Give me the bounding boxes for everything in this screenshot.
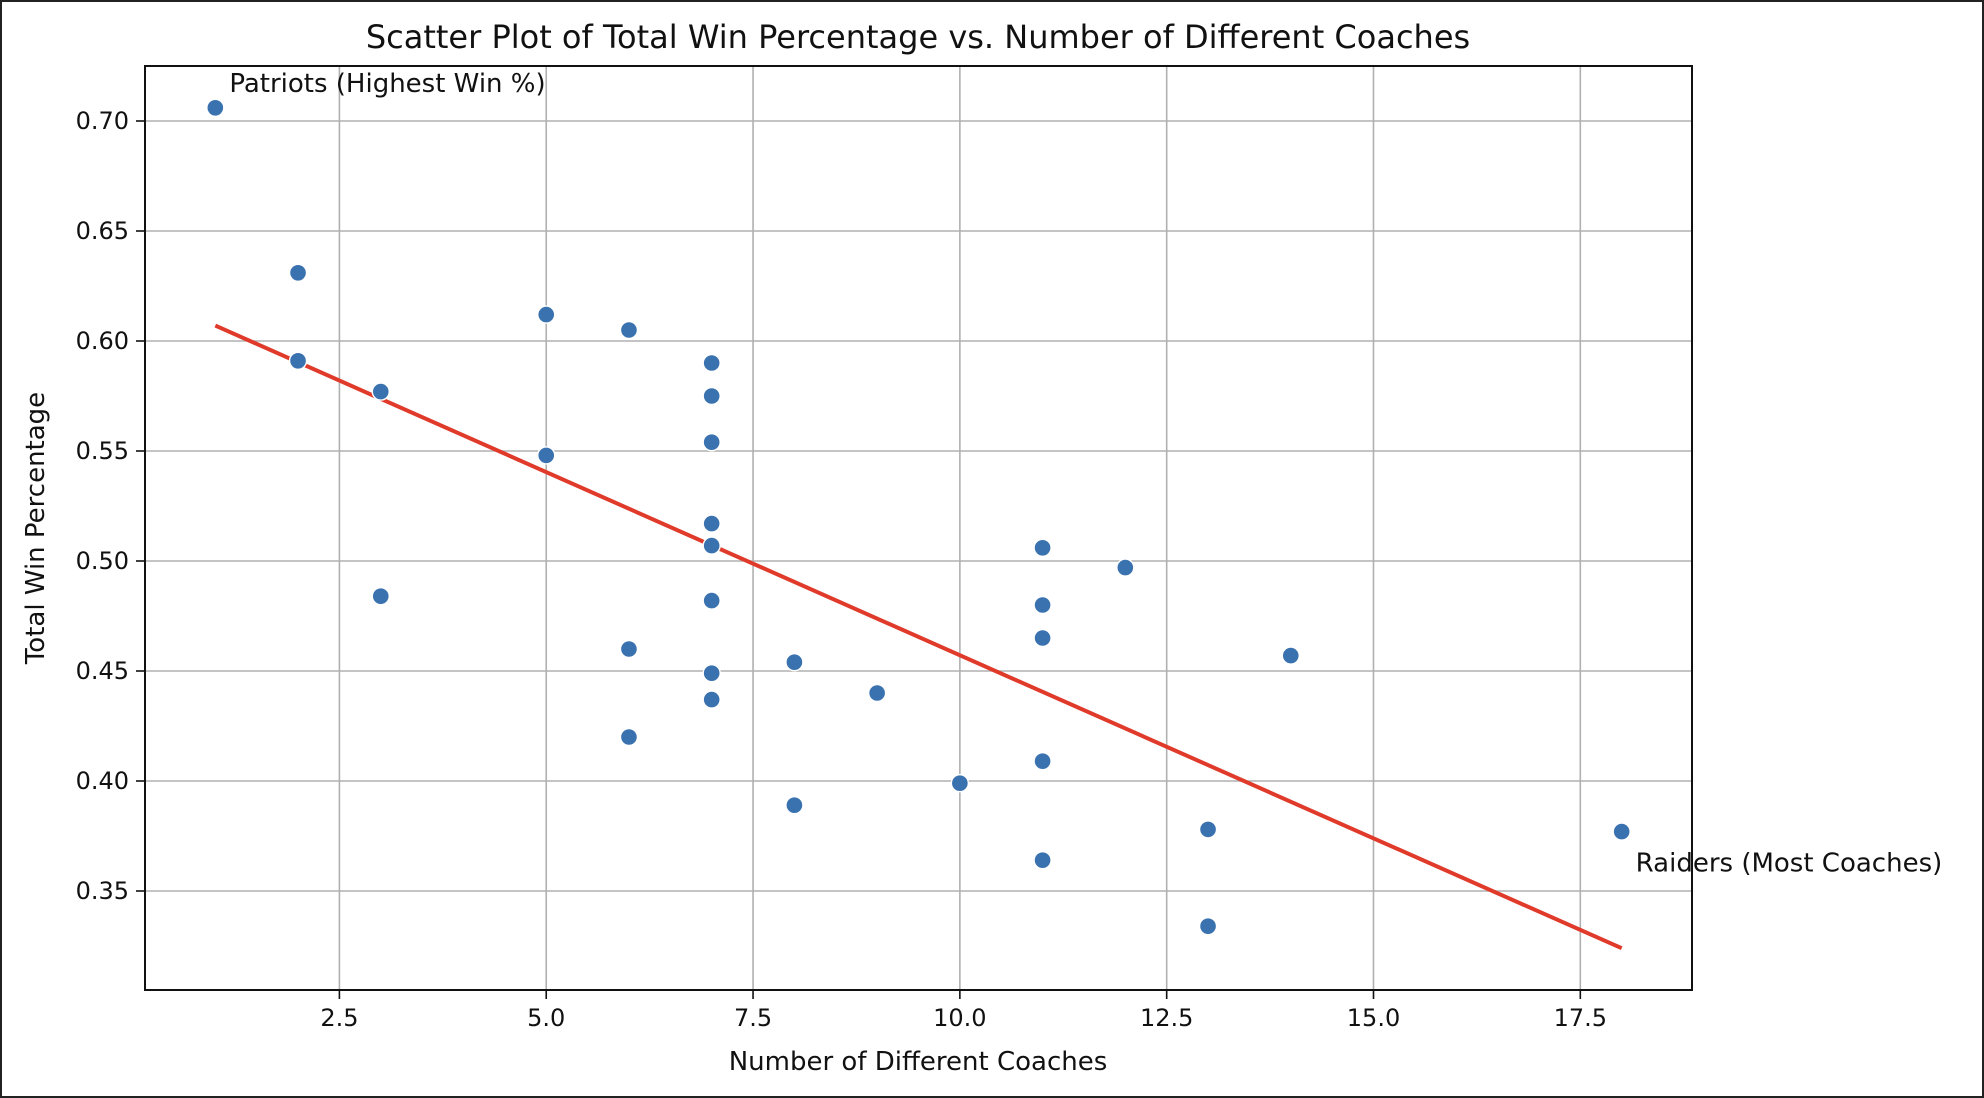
data-point	[1033, 628, 1052, 648]
data-point	[702, 690, 721, 709]
x-tick-label: 7.5	[734, 1004, 772, 1032]
y-tick-label: 0.45	[76, 657, 129, 685]
x-tick-label: 15.0	[1347, 1004, 1400, 1032]
y-axis-label: Total Win Percentage	[21, 392, 51, 665]
data-point	[702, 386, 721, 406]
y-tick-label: 0.60	[76, 327, 129, 355]
data-point	[537, 446, 556, 465]
data-point	[537, 305, 556, 324]
y-tick-label: 0.35	[76, 877, 129, 905]
annotations: Patriots (Highest Win %) Raiders (Most Co…	[229, 69, 1942, 879]
data-point	[785, 796, 804, 815]
data-point	[1116, 558, 1135, 577]
data-point	[1033, 851, 1052, 870]
trend-line-group	[214, 323, 1623, 951]
data-point	[288, 351, 308, 370]
x-tick-label: 17.5	[1554, 1004, 1607, 1032]
data-point	[702, 536, 721, 555]
data-point	[702, 353, 721, 373]
data-point	[1281, 646, 1300, 665]
data-point	[702, 664, 721, 683]
trend-line	[214, 323, 1623, 951]
data-point	[1033, 538, 1052, 557]
axis-ticks: 2.5 5.0 7.5 10.0 12.5 15.0 17.5 0.35 0.40 0.45 0.5…	[76, 107, 1607, 1032]
data-point	[371, 382, 390, 401]
data-point	[1198, 820, 1218, 839]
data-point	[702, 591, 721, 610]
chart-title: Scatter Plot of Total Win Percentage vs.…	[366, 18, 1470, 56]
data-point	[1198, 917, 1218, 936]
data-point	[1033, 752, 1052, 771]
x-tick-label: 2.5	[320, 1004, 358, 1032]
data-point	[1612, 822, 1631, 841]
y-tick-label: 0.70	[76, 107, 129, 135]
annotation-raiders: Raiders (Most Coaches)	[1636, 849, 1943, 879]
data-point	[288, 263, 308, 282]
data-point	[950, 774, 970, 793]
data-point	[619, 639, 639, 659]
y-tick-label: 0.65	[76, 217, 129, 245]
y-tick-label: 0.40	[76, 767, 129, 795]
x-axis-label: Number of Different Coaches	[729, 1047, 1108, 1077]
data-point	[702, 514, 721, 533]
grid-lines	[145, 66, 1692, 990]
annotation-patriots: Patriots (Highest Win %)	[229, 69, 545, 99]
data-point	[619, 320, 639, 340]
data-point	[206, 98, 225, 118]
x-tick-label: 10.0	[933, 1004, 986, 1032]
data-point	[371, 587, 390, 606]
data-point	[867, 683, 887, 703]
data-point	[702, 433, 721, 452]
data-point	[785, 653, 804, 672]
y-tick-label: 0.55	[76, 437, 129, 465]
data-point	[1033, 595, 1052, 615]
data-points	[206, 98, 1631, 936]
x-tick-label: 5.0	[527, 1004, 565, 1032]
y-tick-label: 0.50	[76, 547, 129, 575]
data-point	[619, 727, 639, 747]
plot-area-border	[144, 65, 1693, 991]
x-tick-label: 12.5	[1140, 1004, 1193, 1032]
